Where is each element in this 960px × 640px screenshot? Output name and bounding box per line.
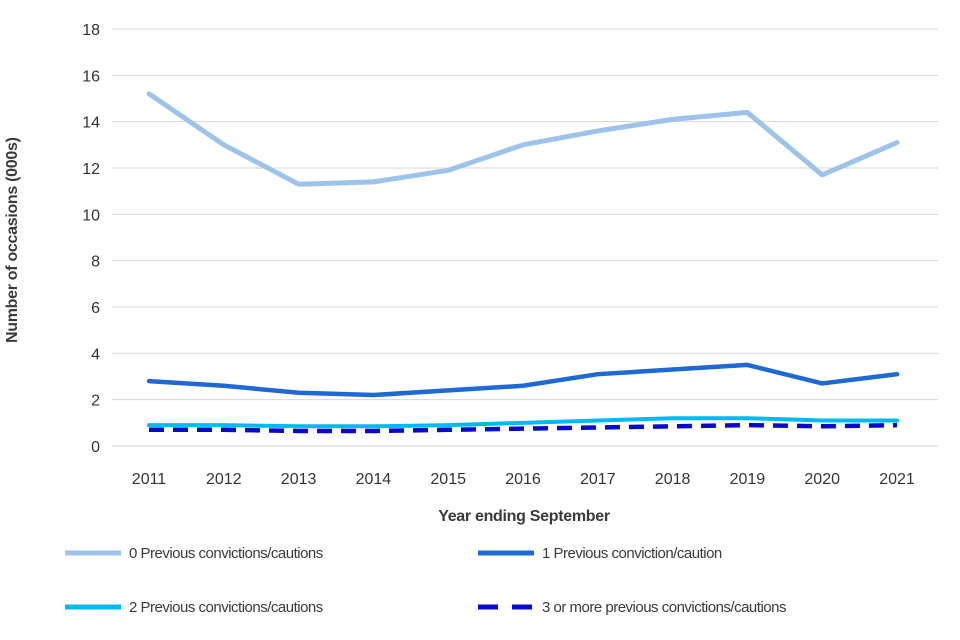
y-tick-label: 18 bbox=[82, 22, 100, 39]
y-tick-label: 2 bbox=[91, 393, 100, 410]
y-tick-label: 8 bbox=[91, 254, 100, 271]
y-tick-label: 16 bbox=[82, 68, 100, 85]
legend-label: 2 Previous convictions/cautions bbox=[129, 598, 323, 616]
legend-line-swatch-icon bbox=[65, 550, 121, 556]
legend-line-swatch-icon bbox=[65, 604, 121, 610]
series-line bbox=[146, 91, 900, 187]
legend-label: 3 or more previous convictions/cautions bbox=[542, 598, 786, 616]
x-tick-label: 2013 bbox=[281, 471, 317, 488]
legend-item-0-previous: 0 Previous convictions/cautions bbox=[64, 544, 323, 562]
x-tick-label: 2017 bbox=[580, 471, 616, 488]
x-tick-label: 2016 bbox=[505, 471, 541, 488]
series-line bbox=[149, 422, 898, 434]
x-tick-label: 2019 bbox=[730, 471, 766, 488]
legend-item-2-previous: 2 Previous convictions/cautions bbox=[64, 598, 323, 616]
series-line bbox=[147, 416, 899, 429]
legend-item-1-previous: 1 Previous conviction/caution bbox=[477, 544, 722, 562]
y-tick-label: 12 bbox=[82, 161, 100, 178]
y-axis-title: Number of occasions (000s) bbox=[4, 137, 21, 343]
x-tick-label: 2018 bbox=[655, 471, 691, 488]
x-tick-label: 2012 bbox=[206, 471, 242, 488]
legend-label: 1 Previous conviction/caution bbox=[542, 544, 722, 562]
legend-item-3-or-more: 3 or more previous convictions/cautions bbox=[477, 598, 786, 616]
plot-area: 0 2 4 6 8 10 12 14 16 18 2011 2012 2013 2014 2015 2016 2… bbox=[82, 22, 938, 488]
y-tick-label: 4 bbox=[91, 346, 100, 363]
legend-line-swatch-icon bbox=[478, 550, 534, 556]
x-tick-label: 2014 bbox=[356, 471, 392, 488]
x-tick-label: 2015 bbox=[430, 471, 466, 488]
x-tick-label: 2020 bbox=[804, 471, 840, 488]
x-tick-label: 2011 bbox=[132, 471, 167, 488]
y-tick-label: 14 bbox=[82, 115, 100, 132]
y-tick-label: 10 bbox=[82, 207, 100, 224]
x-axis-title: Year ending September bbox=[438, 508, 610, 525]
y-tick-label: 6 bbox=[91, 300, 100, 317]
series-line bbox=[146, 362, 900, 398]
x-tick-label: 2021 bbox=[879, 471, 915, 488]
y-tick-label: 0 bbox=[91, 439, 100, 456]
legend-label: 0 Previous convictions/cautions bbox=[129, 544, 323, 562]
legend-dashed-line-swatch-icon bbox=[478, 604, 532, 610]
